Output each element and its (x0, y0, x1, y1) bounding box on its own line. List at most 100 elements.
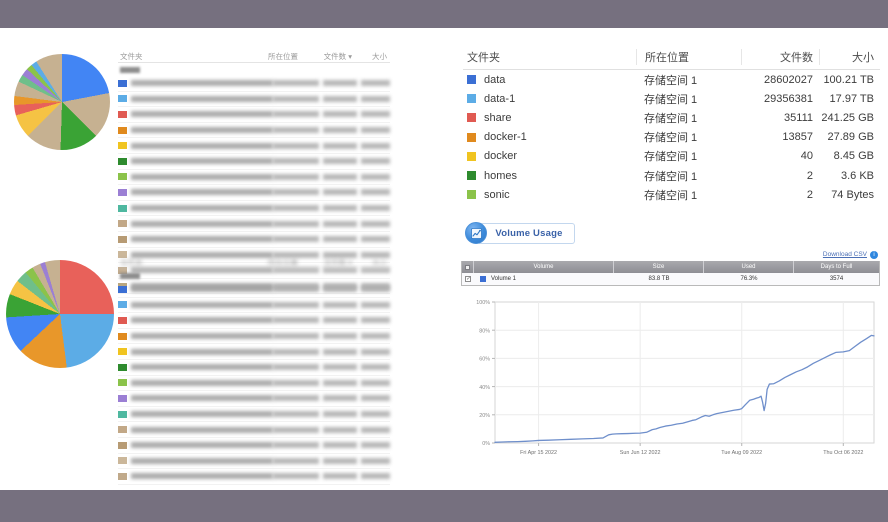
row-color-swatch (118, 220, 127, 228)
table-row[interactable] (118, 344, 390, 360)
row-size-redacted (361, 395, 390, 402)
table-row[interactable] (118, 201, 390, 217)
folder-size: 74 Bytes (831, 188, 874, 201)
folder-location: 存储空间 1 (644, 74, 698, 87)
folder-file-count: 13857 (782, 131, 813, 144)
volume-table[interactable]: Volume Size Used Days to Full ✓ Volume 1 8… (461, 261, 880, 286)
row-size-redacted (361, 426, 390, 433)
select-all-checkbox[interactable] (462, 261, 474, 273)
table-row[interactable]: homes 存储空间 1 2 3.6 KB (463, 166, 880, 185)
table-row[interactable] (118, 107, 390, 123)
row-location-redacted (273, 205, 319, 212)
table-row[interactable]: docker 存储空间 1 40 8.45 GB (463, 147, 880, 166)
row-files-redacted (323, 473, 357, 480)
table-row[interactable] (118, 391, 390, 407)
row-size-redacted (361, 220, 390, 227)
table-row[interactable] (118, 438, 390, 454)
col-header-folder[interactable]: 文件夹 (467, 51, 500, 64)
pie-chart-bottom (6, 260, 114, 368)
vol-col-days[interactable]: Days to Full (820, 264, 853, 270)
table-row[interactable] (118, 92, 390, 108)
row-location-redacted (273, 236, 319, 243)
table-row[interactable]: data 存储空间 1 28602027 100.21 TB (463, 70, 880, 89)
table-row[interactable]: ✓ Volume 1 83.8 TB 76.3% 3574 (462, 273, 879, 285)
row-color-swatch (467, 132, 476, 142)
table-row[interactable] (118, 216, 390, 232)
vol-col-size[interactable]: Size (614, 261, 704, 273)
row-location-redacted (273, 317, 319, 324)
table-row[interactable] (118, 298, 390, 314)
folders-table[interactable]: 文件夹 所在位置 文件数 大小 data 存储空间 1 28602027 100.21… (463, 44, 880, 204)
table-row[interactable] (118, 422, 390, 438)
row-name-redacted (131, 236, 273, 243)
table-row[interactable] (118, 248, 390, 264)
download-csv-link[interactable]: Download CSV (822, 251, 867, 258)
row-color-swatch (118, 285, 127, 293)
vol-col-volume[interactable]: Volume (474, 261, 614, 273)
table-row[interactable] (118, 360, 390, 376)
table-row[interactable] (118, 454, 390, 470)
row-files-redacted (323, 173, 357, 180)
row-size-redacted (361, 348, 390, 355)
row-color-swatch (118, 266, 127, 274)
row-files-redacted (323, 205, 357, 212)
left2-col-files[interactable]: 文件数 ▾ (323, 258, 352, 267)
row-color-swatch (118, 126, 127, 134)
left2-col-location[interactable]: 所在位置 (268, 258, 298, 267)
row-size-redacted (361, 205, 390, 212)
left-folders-table-top[interactable]: 文件夹 所在位置 文件数 ▾ 大小 (118, 44, 390, 295)
table-row[interactable] (118, 138, 390, 154)
left-folders-table-bottom[interactable]: 文件夹 所在位置 文件数 ▾ 大小 (118, 250, 390, 485)
left-col-location[interactable]: 所在位置 (268, 52, 298, 61)
row-name-redacted (131, 301, 273, 308)
col-header-location[interactable]: 所在位置 (636, 48, 741, 65)
table-row[interactable] (118, 282, 390, 298)
table-row[interactable] (118, 469, 390, 485)
row-files-redacted (323, 442, 357, 449)
table-row[interactable] (118, 170, 390, 186)
vol-col-used[interactable]: Used (704, 261, 794, 273)
table-row[interactable]: data-1 存储空间 1 29356381 17.97 TB (463, 89, 880, 108)
table-row[interactable]: docker-1 存储空间 1 13857 27.89 GB (463, 128, 880, 147)
folder-name: docker (484, 150, 518, 163)
row-color-swatch (467, 151, 476, 161)
left-col-files[interactable]: 文件数 ▾ (323, 52, 352, 61)
col-header-files[interactable]: 文件数 (741, 48, 819, 65)
row-color-swatch (118, 110, 127, 118)
table-row[interactable]: share 存储空间 1 35111 241.25 GB (463, 108, 880, 127)
row-files-redacted (323, 395, 357, 402)
table-row[interactable] (118, 407, 390, 423)
row-size-redacted (361, 301, 390, 308)
table-row[interactable] (118, 154, 390, 170)
row-name-redacted (131, 364, 273, 371)
table-row[interactable] (118, 313, 390, 329)
table-row[interactable] (118, 263, 390, 279)
left2-col-size[interactable]: 大小 (372, 258, 387, 267)
table-row[interactable] (118, 76, 390, 92)
row-size-redacted (361, 473, 390, 480)
folder-location: 存储空间 1 (644, 151, 698, 164)
row-color-swatch (118, 426, 127, 434)
volume-usage-tab[interactable]: Volume Usage (479, 222, 575, 244)
info-circle-icon[interactable]: i (870, 250, 878, 259)
table-row[interactable]: sonic 存储空间 1 2 74 Bytes (463, 185, 880, 204)
left2-col-folder[interactable]: 文件夹 (120, 258, 143, 267)
left-col-folder[interactable]: 文件夹 (120, 52, 143, 61)
table-row[interactable] (118, 232, 390, 248)
col-header-size[interactable]: 大小 (819, 48, 880, 65)
row-files-redacted (323, 286, 357, 293)
row-name-redacted (131, 348, 273, 355)
row-name-redacted (131, 333, 273, 340)
left-col-size[interactable]: 大小 (372, 52, 387, 61)
row-checkbox[interactable]: ✓ (465, 276, 471, 282)
row-location-redacted (273, 267, 319, 274)
table-row[interactable] (118, 329, 390, 345)
volume-color-swatch (480, 276, 486, 282)
table-row[interactable] (118, 123, 390, 139)
row-size-redacted (361, 251, 390, 258)
table-row[interactable] (118, 185, 390, 201)
left-table-group-label (118, 63, 390, 76)
table-row[interactable] (118, 376, 390, 392)
row-color-swatch (467, 113, 476, 123)
row-color-swatch (118, 188, 127, 196)
